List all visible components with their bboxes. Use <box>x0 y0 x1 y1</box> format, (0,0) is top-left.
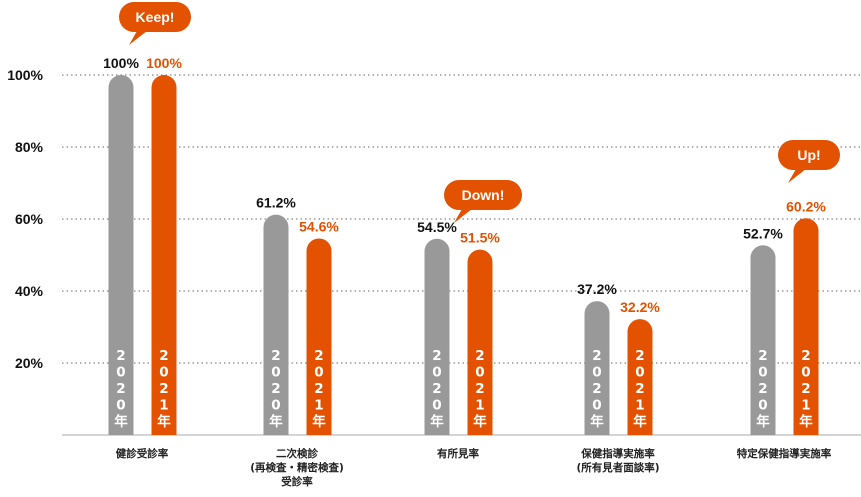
callout-tail <box>129 31 147 45</box>
y-tick-label: 80% <box>15 139 44 155</box>
data-label: 37.2% <box>577 281 617 297</box>
bar <box>793 218 819 435</box>
category-label: 受診率 <box>281 475 313 488</box>
bar-year-label: 0 <box>592 398 601 414</box>
callout-bubble <box>444 180 522 210</box>
bar-year-label: 1 <box>801 398 810 414</box>
bar <box>467 249 493 435</box>
bar-year-label: 1 <box>475 398 484 414</box>
bar-year-label: 2 <box>758 348 767 364</box>
y-tick-label: 40% <box>15 283 44 299</box>
bar-year-label: 2 <box>432 348 441 364</box>
callout-text: Down! <box>462 187 505 203</box>
bar-year-label: 年 <box>633 413 647 430</box>
bar-year-label: 1 <box>159 398 168 414</box>
category-label: 特定保健指導実施率 <box>737 447 832 460</box>
bar-year-label: 2 <box>758 381 767 397</box>
bar-year-label: 0 <box>159 365 168 381</box>
bar-year-label: 0 <box>635 365 644 381</box>
data-label: 61.2% <box>256 195 296 211</box>
bar <box>108 75 134 435</box>
bar <box>306 238 332 435</box>
bar-year-label: 年 <box>473 413 487 430</box>
bar-year-label: 年 <box>590 413 604 430</box>
bar <box>424 238 450 435</box>
callout-tail <box>788 169 806 183</box>
bar-year-label: 2 <box>159 381 168 397</box>
data-label: 32.2% <box>620 299 660 315</box>
bar-year-label: 2 <box>159 348 168 364</box>
bar-year-label: 1 <box>635 398 644 414</box>
bar-year-label: 0 <box>592 365 601 381</box>
bar-year-label: 2 <box>635 348 644 364</box>
bar-year-label: 2 <box>116 381 125 397</box>
category-label: 健診受診率 <box>116 447 169 460</box>
bar-year-label: 年 <box>114 413 128 430</box>
bar-year-label: 2 <box>592 381 601 397</box>
bar-year-label: 0 <box>116 365 125 381</box>
bar-year-label: 2 <box>116 348 125 364</box>
y-tick-label: 60% <box>15 211 44 227</box>
bar <box>263 214 289 435</box>
bar-year-label: 年 <box>312 413 326 430</box>
bar-year-label: 2 <box>475 381 484 397</box>
bar-year-label: 0 <box>432 398 441 414</box>
callout-text: Up! <box>797 147 820 163</box>
bar-year-label: 年 <box>430 413 444 430</box>
callout-text: Keep! <box>136 9 175 25</box>
data-label: 100% <box>146 55 182 71</box>
category-label: (所有見者面談率) <box>576 461 659 474</box>
data-label: 100% <box>103 55 139 71</box>
bar-year-label: 2 <box>635 381 644 397</box>
bar-year-label: 年 <box>799 413 813 430</box>
data-label: 51.5% <box>460 230 500 246</box>
bar <box>627 319 653 435</box>
bar-year-label: 1 <box>314 398 323 414</box>
category-label: (再検査・精密検査) <box>250 461 344 474</box>
bar <box>750 245 776 435</box>
bar-year-label: 2 <box>475 348 484 364</box>
bar-year-label: 0 <box>475 365 484 381</box>
bar-year-label: 0 <box>432 365 441 381</box>
callout-bubble <box>778 140 840 170</box>
bar-year-label: 2 <box>314 348 323 364</box>
bar <box>151 75 177 435</box>
data-label: 54.5% <box>417 219 457 235</box>
y-tick-label: 20% <box>15 355 44 371</box>
bar-year-label: 0 <box>314 365 323 381</box>
callout-bubble <box>119 2 191 32</box>
bar-year-label: 2 <box>432 381 441 397</box>
bar-year-label: 0 <box>271 398 280 414</box>
data-label: 60.2% <box>786 198 826 214</box>
bar-year-label: 年 <box>756 413 770 430</box>
bar-year-label: 2 <box>801 381 810 397</box>
bar-year-label: 2 <box>801 348 810 364</box>
y-tick-label: 100% <box>7 67 43 83</box>
bar-year-label: 2 <box>271 381 280 397</box>
callout-tail <box>454 209 472 223</box>
data-label: 52.7% <box>743 225 783 241</box>
bar-year-label: 年 <box>269 413 283 430</box>
bar-year-label: 2 <box>271 348 280 364</box>
category-label: 保健指導実施率 <box>580 447 655 460</box>
bar-year-label: 年 <box>157 413 171 430</box>
category-label: 有所見率 <box>437 447 479 460</box>
bar-year-label: 0 <box>758 398 767 414</box>
bar-year-label: 0 <box>116 398 125 414</box>
bar-year-label: 2 <box>592 348 601 364</box>
bar-year-label: 2 <box>314 381 323 397</box>
bar <box>584 301 610 435</box>
bar-year-label: 0 <box>758 365 767 381</box>
bar-year-label: 0 <box>801 365 810 381</box>
category-label: 二次検診 <box>276 447 318 460</box>
bar-year-label: 0 <box>271 365 280 381</box>
data-label: 54.6% <box>299 218 339 234</box>
